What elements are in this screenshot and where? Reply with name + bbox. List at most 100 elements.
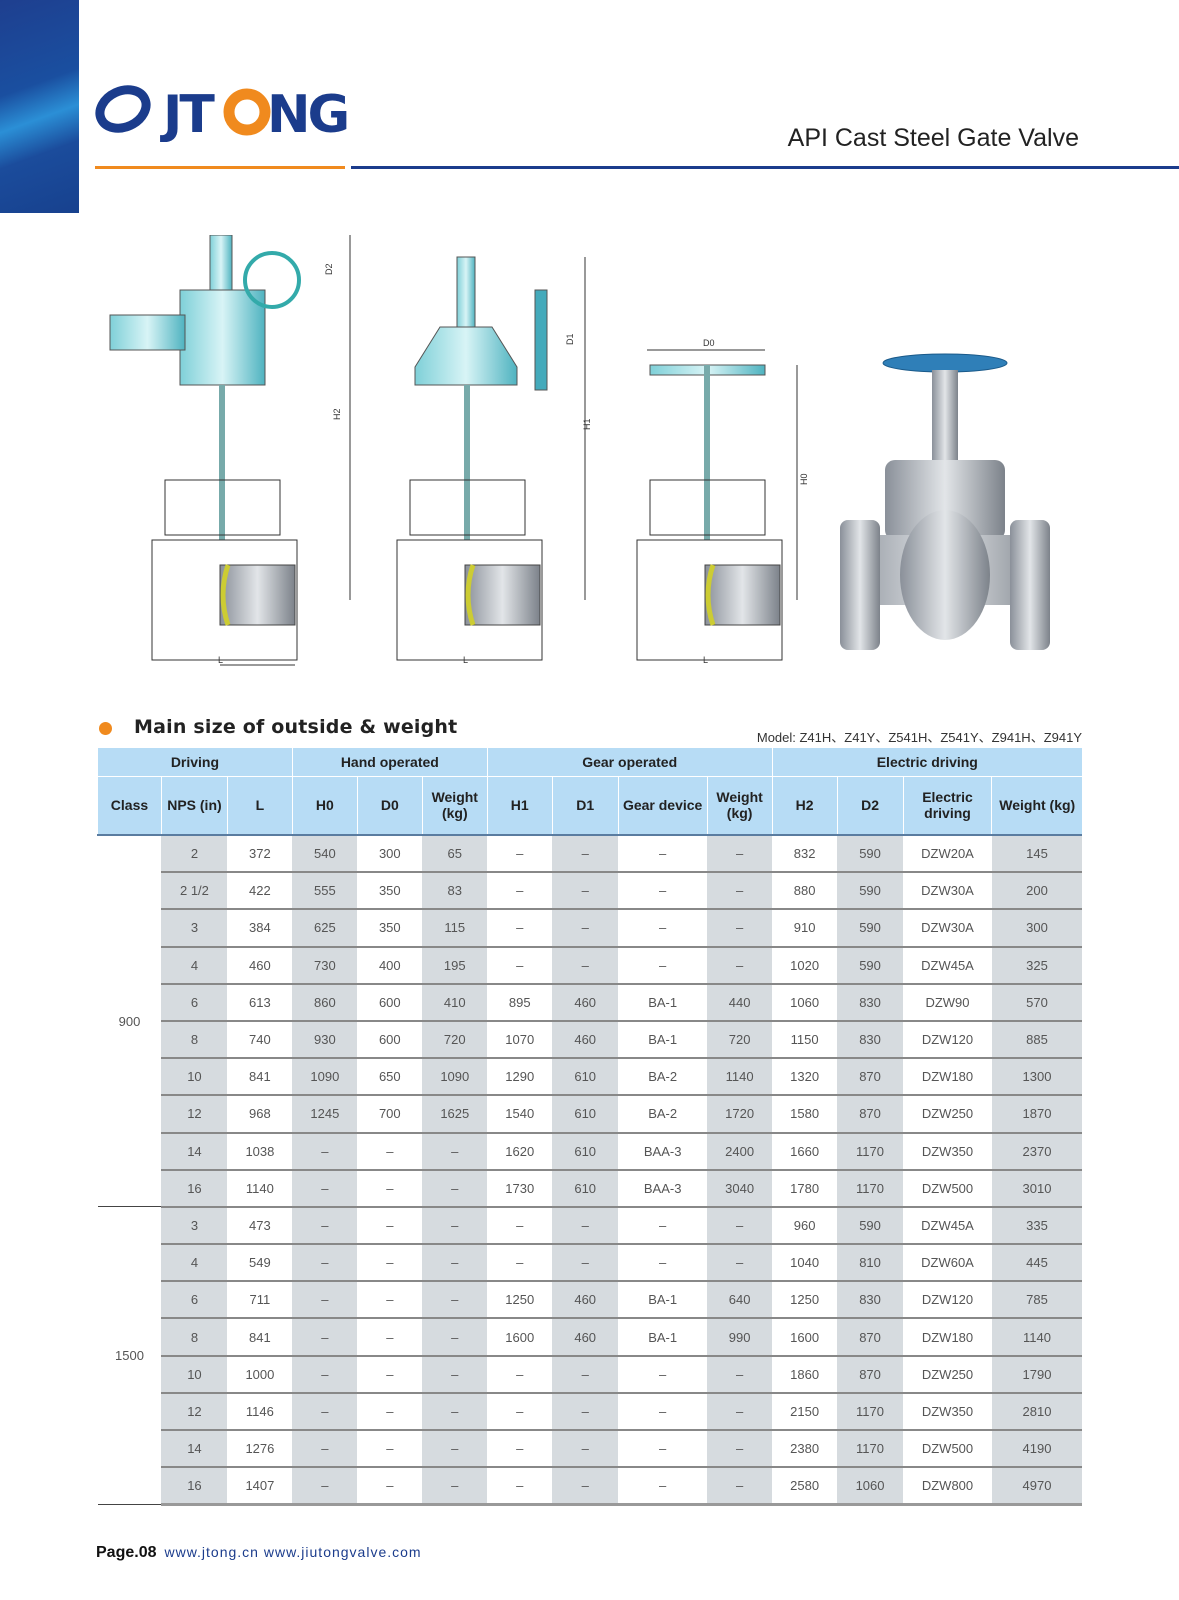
table-cell: 590 — [837, 1206, 904, 1246]
table-cell: – — [422, 1318, 488, 1357]
table-cell: 6 — [161, 1281, 228, 1320]
table-row: 16 1140– – –1730 610 BAA-3 3040 1780 1170 DZW500 3… — [98, 1169, 1082, 1208]
table-cell: 384 — [227, 909, 293, 948]
table-cell: 590 — [837, 909, 904, 948]
table-cell: – — [422, 1467, 488, 1506]
table-cell: DZW350 — [903, 1132, 992, 1171]
table-cell: – — [552, 1392, 619, 1432]
table-cell: 930 — [292, 1020, 358, 1060]
footer: Page.08 www.jtong.cn www.jiutongvalve.com — [96, 1544, 422, 1562]
table-cell: DZW30A — [903, 909, 992, 948]
table-cell: 460 — [552, 1020, 619, 1060]
column-header: Class — [97, 775, 162, 836]
table-cell: – — [487, 872, 553, 911]
table-cell: – — [552, 1206, 619, 1246]
table-cell: 12 — [161, 1095, 228, 1134]
table-cell: DZW800 — [903, 1467, 992, 1506]
table-cell: – — [552, 1355, 619, 1394]
table-cell: – — [707, 1392, 773, 1432]
table-cell: – — [487, 1467, 553, 1506]
table-cell: 870 — [837, 1355, 904, 1394]
table-cell: – — [487, 1206, 553, 1246]
table-cell: 195 — [422, 946, 488, 985]
column-header: Gear device — [617, 775, 708, 836]
table-cell: 1580 — [772, 1095, 838, 1134]
table-cell: DZW500 — [903, 1430, 992, 1469]
table-cell: – — [357, 1318, 423, 1357]
table-cell: – — [357, 1281, 423, 1320]
gear-valve-drawing: D1 H1 L — [396, 256, 592, 665]
table-cell: DZW120 — [903, 1020, 992, 1060]
table-cell: 1870 — [991, 1095, 1082, 1134]
table-cell: 640 — [707, 1281, 773, 1320]
table-cell: 4970 — [991, 1467, 1082, 1506]
table-cell: 335 — [991, 1206, 1082, 1246]
table-cell: 1290 — [487, 1058, 553, 1097]
table-cell: 65 — [422, 835, 488, 874]
table-cell: 1720 — [707, 1095, 773, 1134]
table-cell: 6 — [161, 983, 228, 1022]
table-cell: 1625 — [422, 1095, 488, 1134]
table-cell: – — [422, 1132, 488, 1171]
table-cell: – — [357, 1430, 423, 1469]
table-cell: 870 — [837, 1318, 904, 1357]
table-cell: – — [292, 1355, 358, 1394]
table-cell: 720 — [707, 1020, 773, 1060]
table-cell: 350 — [357, 909, 423, 948]
table-cell: – — [292, 1132, 358, 1171]
table-cell: – — [618, 946, 708, 985]
table-cell: – — [552, 946, 619, 985]
table-cell: 3040 — [707, 1169, 773, 1208]
table-cell: – — [487, 835, 553, 874]
table-row: 16 1407– – – – – – –2580 1060 DZW800 4970 — [98, 1467, 1082, 1506]
website-links[interactable]: www.jtong.cn www.jiutongvalve.com — [164, 1544, 422, 1560]
table-cell: DZW60A — [903, 1244, 992, 1283]
table-cell: 473 — [227, 1206, 293, 1246]
table-cell: DZW180 — [903, 1058, 992, 1097]
table-cell: 625 — [292, 909, 358, 948]
column-header: H1 — [486, 775, 553, 836]
table-cell: – — [357, 1132, 423, 1171]
table-cell: 785 — [991, 1281, 1082, 1320]
table-cell: DZW30A — [903, 872, 992, 911]
table-cell: 200 — [991, 872, 1082, 911]
table-cell: 730 — [292, 946, 358, 985]
swirl-logo-icon — [95, 85, 151, 133]
table-cell: BA-1 — [618, 983, 708, 1022]
table-cell: – — [292, 1430, 358, 1469]
table-cell: 3 — [161, 909, 228, 948]
table-row: 8 740 930 600 720 1070 460 BA-1 720 1150 830 DZW120… — [98, 1020, 1082, 1060]
table-cell: 610 — [552, 1095, 619, 1134]
table-cell: 910 — [772, 909, 838, 948]
dimension-label: H1 — [582, 418, 592, 430]
table-cell: 4 — [161, 946, 228, 985]
table-cell: – — [487, 1392, 553, 1432]
header-rule-orange — [95, 166, 345, 169]
table-cell: BAA-3 — [618, 1132, 708, 1171]
table-cell: 555 — [292, 872, 358, 911]
table-cell: 300 — [357, 835, 423, 874]
table-cell: 1000 — [227, 1355, 293, 1394]
table-cell: 1250 — [487, 1281, 553, 1320]
table-cell: 1140 — [707, 1058, 773, 1097]
table-row: 10 1000– – – – – – –1860 870 DZW250 1790 — [98, 1355, 1082, 1394]
table-cell: – — [292, 1392, 358, 1432]
table-cell: 460 — [552, 1318, 619, 1357]
table-cell: 610 — [552, 1169, 619, 1208]
table-cell: 300 — [991, 909, 1082, 948]
table-cell: 145 — [991, 835, 1082, 874]
page-number: Page.08 — [96, 1544, 157, 1561]
table-cell: – — [292, 1281, 358, 1320]
table-cell: 1245 — [292, 1095, 358, 1134]
table-cell: – — [707, 835, 773, 874]
table-cell: – — [618, 1244, 708, 1283]
table-cell: 1660 — [772, 1132, 838, 1171]
table-cell: 2 1/2 — [161, 872, 228, 911]
table-cell: 115 — [422, 909, 488, 948]
table-row: 8 841– – –1600 460 BA-1 990 1600 870 DZW180 1140 — [98, 1318, 1082, 1357]
table-cell: – — [357, 1206, 423, 1246]
model-list: Model: Z41H、Z41Y、Z541H、Z541Y、Z941H、Z941Y — [756, 730, 1082, 745]
table-cell: – — [357, 1169, 423, 1208]
valve-figures: H2 D2 L D1 H1 L D0 H0 L — [109, 235, 1050, 666]
group-electric-driving: Electric driving — [771, 748, 1082, 776]
